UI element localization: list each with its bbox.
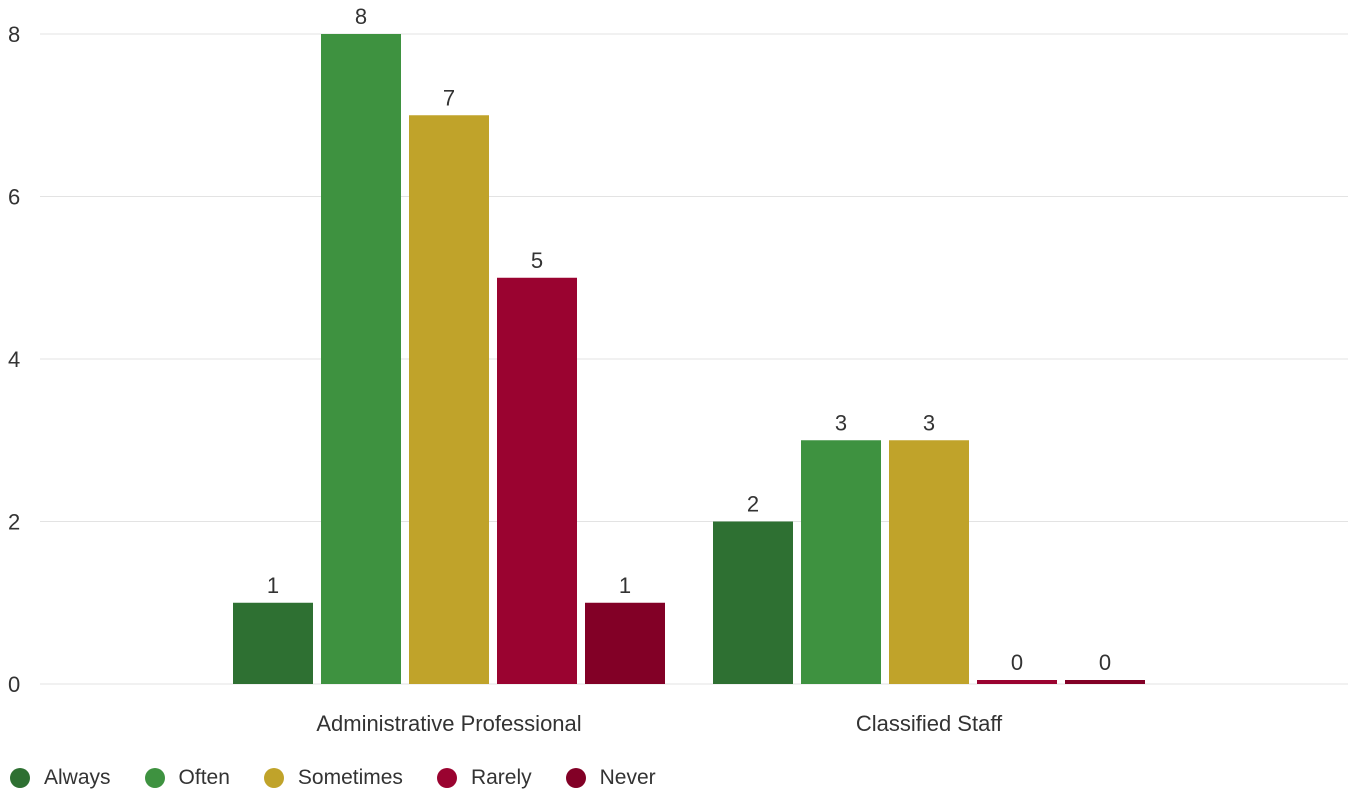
legend-swatch-icon (263, 768, 284, 788)
y-tick-label: 2 (8, 510, 20, 535)
bar-rarely-administrative-professional (497, 277, 577, 684)
data-label: 5 (531, 248, 543, 273)
y-tick-label: 8 (8, 22, 20, 47)
data-label: 3 (835, 410, 847, 435)
legend-item-often[interactable]: Often (144, 766, 230, 790)
legend-label: Never (599, 766, 656, 789)
y-tick-label: 4 (8, 347, 20, 372)
y-axis-ticks: 0 2 4 6 8 (8, 22, 20, 697)
data-label: 8 (355, 4, 367, 29)
legend-swatch-icon (436, 768, 457, 788)
data-label: 2 (747, 492, 759, 517)
bar-often-administrative-professional (321, 34, 401, 684)
y-tick-label: 6 (8, 185, 20, 210)
y-tick-label: 0 (8, 672, 20, 697)
legend-swatch-icon (144, 768, 165, 788)
bar-never-administrative-professional (585, 602, 665, 684)
legend: Always Often Sometimes Rarely Never (10, 766, 690, 790)
bar-sometimes-classified-staff (889, 440, 969, 684)
bar-rarely-classified-staff (977, 680, 1057, 684)
x-axis-categories: Administrative Professional Classified St… (316, 711, 1003, 736)
legend-item-rarely[interactable]: Rarely (436, 766, 532, 790)
legend-item-never[interactable]: Never (565, 766, 656, 790)
data-label: 1 (267, 573, 279, 598)
data-label: 3 (923, 410, 935, 435)
legend-label: Rarely (470, 766, 532, 789)
data-labels: 1 8 7 5 1 2 3 3 0 0 (267, 4, 1111, 675)
bar-chart: 0 2 4 6 8 1 8 7 5 1 2 3 3 0 0 Administrative Professi… (8, 4, 1348, 736)
x-category-label: Administrative Professional (316, 711, 581, 736)
data-label: 7 (443, 85, 455, 110)
legend-label: Often (178, 766, 230, 789)
bar-often-classified-staff (801, 440, 881, 684)
data-label: 1 (619, 573, 631, 598)
data-label: 0 (1099, 650, 1111, 675)
bars (233, 34, 1145, 684)
legend-label: Sometimes (297, 766, 403, 789)
legend-label: Always (44, 766, 111, 789)
data-label: 0 (1011, 650, 1023, 675)
x-category-label: Classified Staff (856, 711, 1003, 736)
bar-sometimes-administrative-professional (409, 115, 489, 684)
gridlines (40, 33, 1348, 685)
bar-always-classified-staff (713, 521, 793, 684)
bar-never-classified-staff (1065, 680, 1145, 684)
legend-swatch-icon (565, 768, 586, 788)
legend-item-always[interactable]: Always (10, 766, 111, 790)
bar-always-administrative-professional (233, 602, 313, 684)
legend-swatch-icon (10, 768, 30, 788)
legend-item-sometimes[interactable]: Sometimes (263, 766, 403, 790)
